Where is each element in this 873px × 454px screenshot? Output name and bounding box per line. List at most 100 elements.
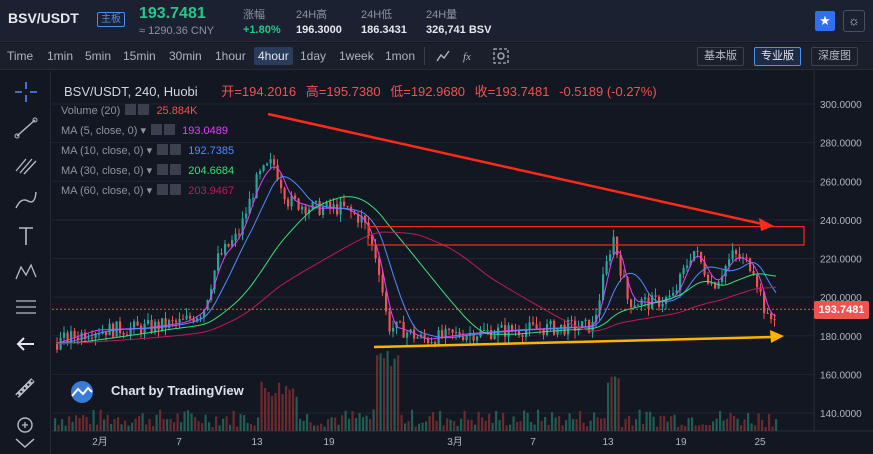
settings-icon[interactable] xyxy=(157,184,169,195)
close-icon[interactable] xyxy=(170,144,182,155)
pattern-icon[interactable] xyxy=(12,259,40,285)
volume-bar xyxy=(757,413,760,431)
interval-1week[interactable]: 1week xyxy=(339,49,374,63)
candle-body xyxy=(192,318,195,322)
chevron-down-icon[interactable] xyxy=(6,433,44,453)
trend-line-icon[interactable] xyxy=(12,115,40,141)
chart-type-icon[interactable] xyxy=(434,47,452,65)
candle-body xyxy=(238,233,241,235)
settings-icon[interactable] xyxy=(157,144,169,155)
volume-bar xyxy=(236,426,239,431)
sun-icon[interactable]: ☼ xyxy=(843,10,865,32)
chart-canvas[interactable]: 300.0000 280.0000 260.0000 240.0000 220.0000… xyxy=(52,71,873,454)
candle-body xyxy=(770,313,773,320)
view-depth-button[interactable]: 深度图 xyxy=(811,47,858,66)
candle-body xyxy=(56,343,59,350)
candle-body xyxy=(476,336,479,341)
interval-1hour[interactable]: 1hour xyxy=(215,49,246,63)
volume-bar xyxy=(208,422,211,431)
candle-body xyxy=(430,342,433,344)
close-icon[interactable] xyxy=(164,124,176,135)
interval-5min[interactable]: 5min xyxy=(85,49,112,63)
high-value: 195.7380 xyxy=(326,84,381,99)
candle-body xyxy=(584,319,587,322)
close-icon[interactable] xyxy=(138,104,150,115)
settings-icon[interactable] xyxy=(157,164,169,175)
volume-bar xyxy=(750,423,753,431)
candle-body xyxy=(738,254,741,259)
indicator-ma5[interactable]: MA (5, close, 0) ▾ 193.0489 xyxy=(61,124,229,137)
price-chart[interactable]: 300.0000 280.0000 260.0000 240.0000 220.0000… xyxy=(52,71,873,454)
ruler-icon[interactable] xyxy=(12,375,40,401)
volume-bar xyxy=(365,415,368,431)
resistance-box xyxy=(367,226,805,246)
settings-icon[interactable] xyxy=(125,104,137,115)
interval-1mon[interactable]: 1mon xyxy=(385,49,416,63)
fib-retracement-icon[interactable] xyxy=(12,295,40,321)
candle-body xyxy=(546,324,549,336)
interval-1day[interactable]: 1day xyxy=(300,49,327,63)
time-axis-label: 25 xyxy=(754,437,766,448)
screenshot-icon[interactable] xyxy=(492,47,510,65)
view-pro-button[interactable]: 专业版 xyxy=(754,47,801,66)
candle-body xyxy=(469,333,472,336)
interval-4hour[interactable]: 4hour xyxy=(254,47,293,65)
pitchfork-icon[interactable] xyxy=(12,151,40,177)
candle-body xyxy=(647,297,650,309)
candle-body xyxy=(231,240,234,247)
volume-bar xyxy=(425,421,428,431)
volume-bar xyxy=(694,425,697,431)
volume-bar xyxy=(274,392,277,431)
price-axis-label: 180.0000 xyxy=(820,332,862,343)
indicator-ma30[interactable]: MA (30, close, 0) ▾ 204.6684 xyxy=(61,164,235,177)
indicator-ma60[interactable]: MA (60, close, 0) ▾ 203.9467 xyxy=(61,184,235,197)
pair-symbol[interactable]: BSV/USDT xyxy=(8,10,79,26)
time-axis-label: 13 xyxy=(251,437,263,448)
candle-body xyxy=(311,202,314,210)
candle-body xyxy=(679,273,682,291)
candle-body xyxy=(633,305,636,308)
volume-bar xyxy=(453,421,456,431)
candle-body xyxy=(357,213,360,223)
indicator-ma10[interactable]: MA (10, close, 0) ▾ 192.7385 xyxy=(61,144,235,157)
volume-bar xyxy=(582,422,585,431)
candle-body xyxy=(528,322,531,330)
indicator-volume[interactable]: Volume (20) 25.884K xyxy=(61,104,198,117)
interval-30min[interactable]: 30min xyxy=(169,49,202,63)
volume-bar xyxy=(127,425,130,431)
brush-icon[interactable] xyxy=(12,187,40,213)
indicators-icon[interactable]: fx xyxy=(462,47,480,65)
time-axis-label: 19 xyxy=(323,437,335,448)
volume-bar xyxy=(470,419,473,431)
arrow-left-icon[interactable] xyxy=(12,331,40,357)
interval-1min[interactable]: 1min xyxy=(47,49,74,63)
crosshair-icon[interactable] xyxy=(12,79,40,105)
candle-body xyxy=(661,303,664,307)
volume-bar xyxy=(502,412,505,431)
volume-bar xyxy=(537,409,540,431)
volume-bar xyxy=(323,426,326,431)
volume-bar xyxy=(159,409,162,431)
star-icon[interactable]: ★ xyxy=(815,11,835,31)
change-value: +1.80% xyxy=(243,24,281,36)
candle-body xyxy=(612,236,615,255)
candle-body xyxy=(276,164,279,180)
candle-body xyxy=(294,195,297,199)
candle-body xyxy=(451,329,454,333)
volume-bar xyxy=(642,423,645,431)
text-tool-icon[interactable] xyxy=(12,223,40,249)
volume-bar xyxy=(71,421,74,431)
close-icon[interactable] xyxy=(170,164,182,175)
interval-time[interactable]: Time xyxy=(7,49,34,63)
volume-bar xyxy=(740,425,743,431)
legend-symbol[interactable]: BSV/USDT, 240, Huobi xyxy=(64,84,198,99)
candle-body xyxy=(315,200,318,203)
view-basic-button[interactable]: 基本版 xyxy=(697,47,744,66)
volume-bar xyxy=(435,420,438,431)
close-icon[interactable] xyxy=(170,184,182,195)
volume-bar xyxy=(239,414,242,431)
zoom-in-icon[interactable] xyxy=(12,413,40,439)
interval-15min[interactable]: 15min xyxy=(123,49,156,63)
candle-body xyxy=(686,265,689,268)
settings-icon[interactable] xyxy=(151,124,163,135)
